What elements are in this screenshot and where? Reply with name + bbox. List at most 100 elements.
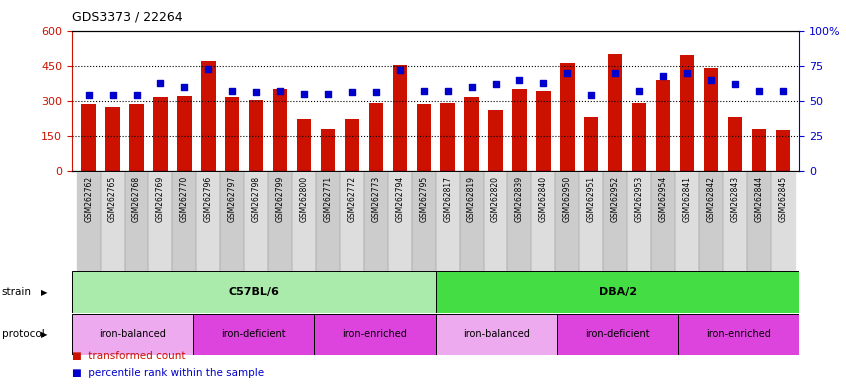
Bar	[72, 271, 436, 313]
Bar	[728, 117, 742, 171]
Text: GSM262839: GSM262839	[515, 176, 524, 222]
Text: GSM262841: GSM262841	[683, 176, 691, 222]
Bar	[196, 171, 220, 271]
Text: GSM262773: GSM262773	[371, 176, 381, 222]
Bar	[513, 89, 526, 171]
Bar	[315, 314, 436, 355]
Text: GSM262819: GSM262819	[467, 176, 476, 222]
Bar	[340, 171, 364, 271]
Bar	[751, 129, 766, 171]
Bar	[680, 55, 695, 171]
Point	[632, 88, 645, 94]
Bar	[149, 171, 173, 271]
Bar	[747, 171, 771, 271]
Text: iron-deficient: iron-deficient	[585, 329, 650, 339]
Bar	[124, 171, 149, 271]
Bar	[536, 91, 551, 171]
Point	[561, 70, 574, 76]
Text: ■  percentile rank within the sample: ■ percentile rank within the sample	[72, 368, 264, 378]
Text: GSM262820: GSM262820	[491, 176, 500, 222]
Point	[680, 70, 694, 76]
Text: GSM262950: GSM262950	[563, 176, 572, 222]
Point	[704, 77, 717, 83]
Bar	[441, 103, 455, 171]
Point	[464, 84, 478, 90]
Text: iron-balanced: iron-balanced	[99, 329, 166, 339]
Point	[178, 84, 191, 90]
Point	[82, 92, 96, 98]
Text: GSM262840: GSM262840	[539, 176, 548, 222]
Point	[106, 92, 119, 98]
Text: GSM262768: GSM262768	[132, 176, 141, 222]
Bar	[771, 171, 794, 271]
Text: GSM262798: GSM262798	[252, 176, 261, 222]
Point	[297, 91, 310, 97]
Point	[273, 88, 287, 94]
Bar	[459, 171, 484, 271]
Bar	[77, 171, 101, 271]
Text: ▶: ▶	[41, 330, 47, 339]
Text: GSM262799: GSM262799	[276, 176, 284, 222]
Point	[226, 88, 239, 94]
Bar	[776, 130, 790, 171]
Text: GSM262796: GSM262796	[204, 176, 213, 222]
Text: GSM262817: GSM262817	[443, 176, 452, 222]
Text: ▶: ▶	[41, 288, 47, 297]
Bar	[297, 119, 311, 171]
Text: iron-deficient: iron-deficient	[222, 329, 286, 339]
Bar	[412, 171, 436, 271]
Text: C57BL/6: C57BL/6	[228, 287, 279, 297]
Point	[585, 92, 598, 98]
Bar	[268, 171, 292, 271]
Point	[776, 88, 789, 94]
Point	[752, 88, 766, 94]
Bar	[201, 61, 216, 171]
Bar	[393, 65, 407, 171]
Bar	[72, 314, 193, 355]
Text: GSM262951: GSM262951	[587, 176, 596, 222]
Bar	[193, 314, 315, 355]
Bar	[364, 171, 387, 271]
Point	[345, 89, 359, 96]
Point	[250, 89, 263, 96]
Text: GSM262772: GSM262772	[348, 176, 356, 222]
Text: iron-enriched: iron-enriched	[343, 329, 408, 339]
Bar	[249, 99, 263, 171]
Bar	[153, 97, 168, 171]
Bar	[106, 108, 120, 171]
Bar	[173, 171, 196, 271]
Bar	[531, 171, 555, 271]
Point	[656, 73, 670, 79]
Bar	[675, 171, 699, 271]
Bar	[220, 171, 244, 271]
Bar	[129, 104, 144, 171]
Bar	[651, 171, 675, 271]
Bar	[244, 171, 268, 271]
Bar	[678, 314, 799, 355]
Bar	[560, 63, 574, 171]
Point	[441, 88, 454, 94]
Bar	[704, 68, 718, 171]
Bar	[344, 119, 359, 171]
Point	[417, 88, 431, 94]
Text: GSM262952: GSM262952	[611, 176, 619, 222]
Bar	[488, 110, 503, 171]
Text: DBA/2: DBA/2	[598, 287, 637, 297]
Bar	[177, 96, 191, 171]
Bar	[225, 97, 239, 171]
Point	[321, 91, 335, 97]
Text: GSM262762: GSM262762	[84, 176, 93, 222]
Text: strain: strain	[2, 287, 31, 297]
Bar	[316, 171, 340, 271]
Text: GSM262842: GSM262842	[706, 176, 716, 222]
Text: GSM262770: GSM262770	[180, 176, 189, 222]
Point	[129, 92, 143, 98]
Text: GSM262797: GSM262797	[228, 176, 237, 222]
Bar	[464, 97, 479, 171]
Point	[369, 89, 382, 96]
Text: GSM262800: GSM262800	[299, 176, 309, 222]
Bar	[292, 171, 316, 271]
Bar	[555, 171, 580, 271]
Text: GSM262844: GSM262844	[755, 176, 763, 222]
Bar	[321, 129, 335, 171]
